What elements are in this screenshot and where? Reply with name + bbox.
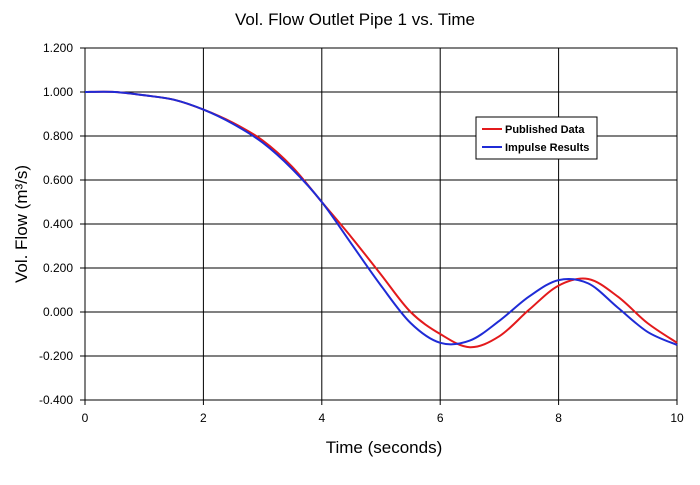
y-tick-label: 0.000 — [43, 305, 73, 319]
y-tick-label: -0.400 — [39, 393, 73, 407]
tick-labels: -0.400 -0.200 0.000 0.200 0.400 0.600 0.800 1.0… — [39, 41, 684, 425]
y-tick-label: 0.600 — [43, 173, 73, 187]
chart-title: Vol. Flow Outlet Pipe 1 vs. Time — [235, 10, 475, 29]
y-tick-label: 0.400 — [43, 217, 73, 231]
x-tick-label: 10 — [670, 411, 684, 425]
legend: Published Data Impulse Results — [475, 116, 598, 160]
series-line-impulse-results — [84, 90, 678, 346]
y-axis-title: Vol. Flow (m³/s) — [12, 165, 31, 283]
x-axis-title: Time (seconds) — [326, 438, 443, 457]
y-tick-label: 0.800 — [43, 129, 73, 143]
series-lines — [84, 90, 678, 349]
legend-label-published-data: Published Data — [505, 124, 585, 136]
plot-area-frame — [84, 47, 678, 401]
y-tick-label: 1.200 — [43, 41, 73, 55]
grid — [84, 47, 678, 401]
legend-label-impulse-results: Impulse Results — [505, 142, 589, 154]
axes — [80, 47, 678, 405]
y-tick-label: -0.200 — [39, 349, 73, 363]
x-tick-label: 2 — [200, 411, 207, 425]
x-tick-label: 0 — [82, 411, 89, 425]
x-tick-label: 8 — [555, 411, 562, 425]
x-tick-label: 4 — [318, 411, 325, 425]
y-tick-label: 0.200 — [43, 261, 73, 275]
legend-box — [475, 116, 598, 160]
y-tick-label: 1.000 — [43, 85, 73, 99]
x-tick-label: 6 — [437, 411, 444, 425]
